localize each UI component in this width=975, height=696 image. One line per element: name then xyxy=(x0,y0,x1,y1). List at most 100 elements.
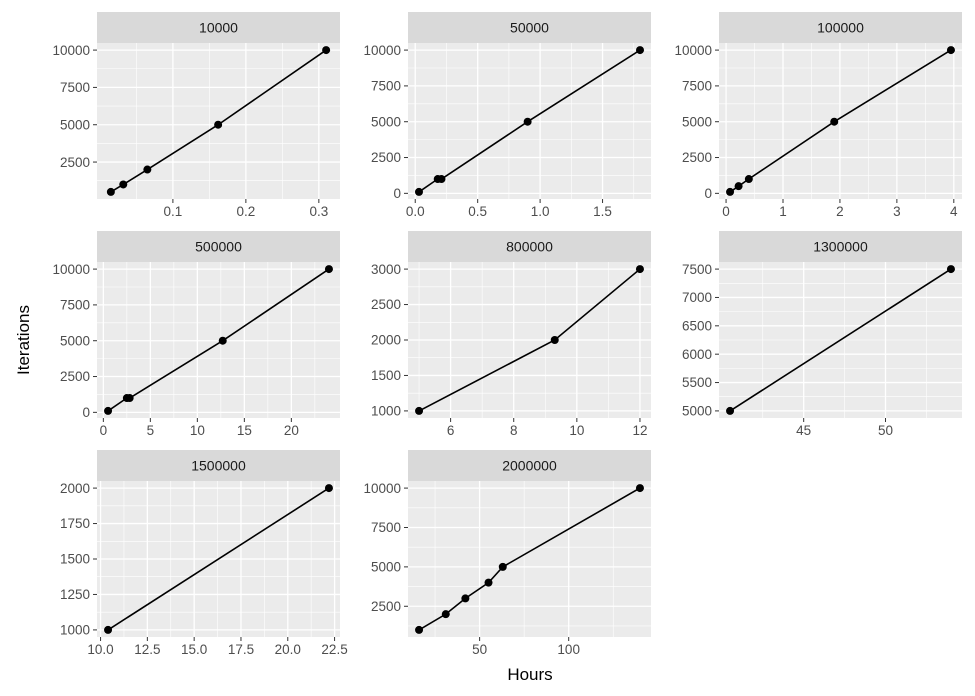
y-tick-label: 10000 xyxy=(363,481,401,496)
data-point xyxy=(437,175,446,184)
y-tick-label: 7500 xyxy=(60,298,90,313)
x-tick-label: 1 xyxy=(779,204,787,219)
x-tick-label: 12.5 xyxy=(134,642,160,657)
x-tick-label: 10 xyxy=(190,423,205,438)
y-tick-label: 10000 xyxy=(52,262,90,277)
y-tick-label: 10000 xyxy=(52,43,90,58)
data-point xyxy=(523,117,532,126)
data-point xyxy=(635,484,644,493)
data-point xyxy=(414,187,423,196)
data-point xyxy=(635,265,644,274)
facet-strip xyxy=(408,450,651,481)
y-tick-label: 1250 xyxy=(60,587,90,602)
facet-panel-4: 500000 0 5 10 15 20 0 2500 5000 7500 10000 xyxy=(52,231,340,438)
y-tick-label: 0 xyxy=(393,186,401,201)
x-tick-label: 17.5 xyxy=(228,642,254,657)
data-point xyxy=(218,336,227,345)
facet-strip xyxy=(97,231,340,262)
x-tick-label: 0.2 xyxy=(236,204,255,219)
facet-strip-label: 1300000 xyxy=(813,239,868,255)
facet-strip xyxy=(719,12,962,43)
data-point xyxy=(214,120,223,129)
x-tick-label: 8 xyxy=(510,423,518,438)
y-tick-label: 2500 xyxy=(60,369,90,384)
data-point xyxy=(946,265,955,274)
facet-panel-8: 2000000 50 100 2500 5000 7500 10000 xyxy=(363,450,651,657)
x-tick-label: 4 xyxy=(950,204,958,219)
facet-strip-label: 800000 xyxy=(506,239,553,255)
y-tick-label: 1500 xyxy=(60,552,90,567)
facet-strip-label: 2000000 xyxy=(502,458,557,474)
x-tick-label: 2 xyxy=(836,204,844,219)
data-point xyxy=(125,394,134,403)
data-point xyxy=(734,182,743,191)
y-tick-label: 7000 xyxy=(682,290,712,305)
data-point xyxy=(484,578,493,587)
x-tick-label: 12 xyxy=(632,423,647,438)
x-tick-label: 3 xyxy=(893,204,901,219)
data-point xyxy=(322,46,331,55)
facet-strip-label: 100000 xyxy=(817,20,864,36)
data-point xyxy=(415,625,424,634)
facet-panel-7: 1500000 10.0 12.5 15.0 17.5 20.0 22.5 1000 1250 1… xyxy=(60,450,348,657)
data-point xyxy=(119,180,128,189)
x-tick-label: 1.0 xyxy=(531,204,550,219)
facet-strip xyxy=(97,12,340,43)
y-tick-label: 6000 xyxy=(682,347,712,362)
facet-panel-1: 10000 0.1 0.2 0.3 2500 5000 7500 10000 xyxy=(52,12,340,219)
data-point xyxy=(744,175,753,184)
data-point xyxy=(461,594,470,603)
y-tick-label: 2000 xyxy=(60,481,90,496)
y-tick-label: 7500 xyxy=(60,80,90,95)
data-point xyxy=(415,406,424,415)
facet-strip-label: 500000 xyxy=(195,239,242,255)
y-axis-title: Iterations xyxy=(14,305,33,375)
x-tick-label: 15 xyxy=(237,423,252,438)
series-line xyxy=(729,268,952,412)
x-tick-label: 5 xyxy=(147,423,155,438)
y-tick-label: 2500 xyxy=(371,297,401,312)
series-line xyxy=(107,487,330,631)
x-tick-label: 0 xyxy=(100,423,108,438)
y-tick-label: 5000 xyxy=(682,114,712,129)
series-line xyxy=(418,487,641,631)
x-tick-label: 0.0 xyxy=(406,204,425,219)
y-tick-label: 2500 xyxy=(371,599,401,614)
y-tick-label: 1750 xyxy=(60,516,90,531)
data-point xyxy=(441,610,450,619)
facet-panel-5: 800000 6 8 10 12 1000 1500 2000 2500 3000 xyxy=(371,231,651,438)
y-tick-label: 7500 xyxy=(682,79,712,94)
y-tick-label: 10000 xyxy=(363,43,401,58)
y-tick-label: 0 xyxy=(82,405,90,420)
facet-panel-2: 50000 0.0 0.5 1.0 1.5 0 2500 5000 7500 10000 xyxy=(363,12,651,219)
x-tick-label: 15.0 xyxy=(181,642,207,657)
data-point xyxy=(726,406,735,415)
y-tick-label: 2500 xyxy=(371,150,401,165)
data-point xyxy=(104,625,113,634)
data-point xyxy=(636,46,645,55)
x-tick-label: 45 xyxy=(796,423,811,438)
x-tick-label: 1.5 xyxy=(593,204,612,219)
y-tick-label: 5000 xyxy=(371,114,401,129)
y-tick-label: 7500 xyxy=(371,79,401,94)
y-tick-label: 1000 xyxy=(371,404,401,419)
data-point xyxy=(104,406,113,415)
facet-panel-6: 1300000 45 50 5000 5500 6000 6500 7000 7500 xyxy=(682,231,962,438)
y-tick-label: 0 xyxy=(704,186,712,201)
data-point xyxy=(143,165,152,174)
y-tick-label: 10000 xyxy=(674,43,712,58)
data-point xyxy=(550,336,559,344)
x-tick-label: 6 xyxy=(447,423,455,438)
x-tick-label: 50 xyxy=(878,423,893,438)
y-tick-label: 5000 xyxy=(60,117,90,132)
y-tick-label: 5000 xyxy=(60,333,90,348)
facet-strip-label: 1500000 xyxy=(191,458,246,474)
y-tick-label: 1000 xyxy=(60,623,90,638)
x-tick-label: 0.1 xyxy=(164,204,183,219)
data-point xyxy=(946,46,955,55)
facet-panel-3: 100000 0 1 2 3 4 0 2500 5000 7500 10000 xyxy=(674,12,962,219)
facet-strip xyxy=(97,450,340,481)
x-tick-label: 100 xyxy=(557,642,580,657)
